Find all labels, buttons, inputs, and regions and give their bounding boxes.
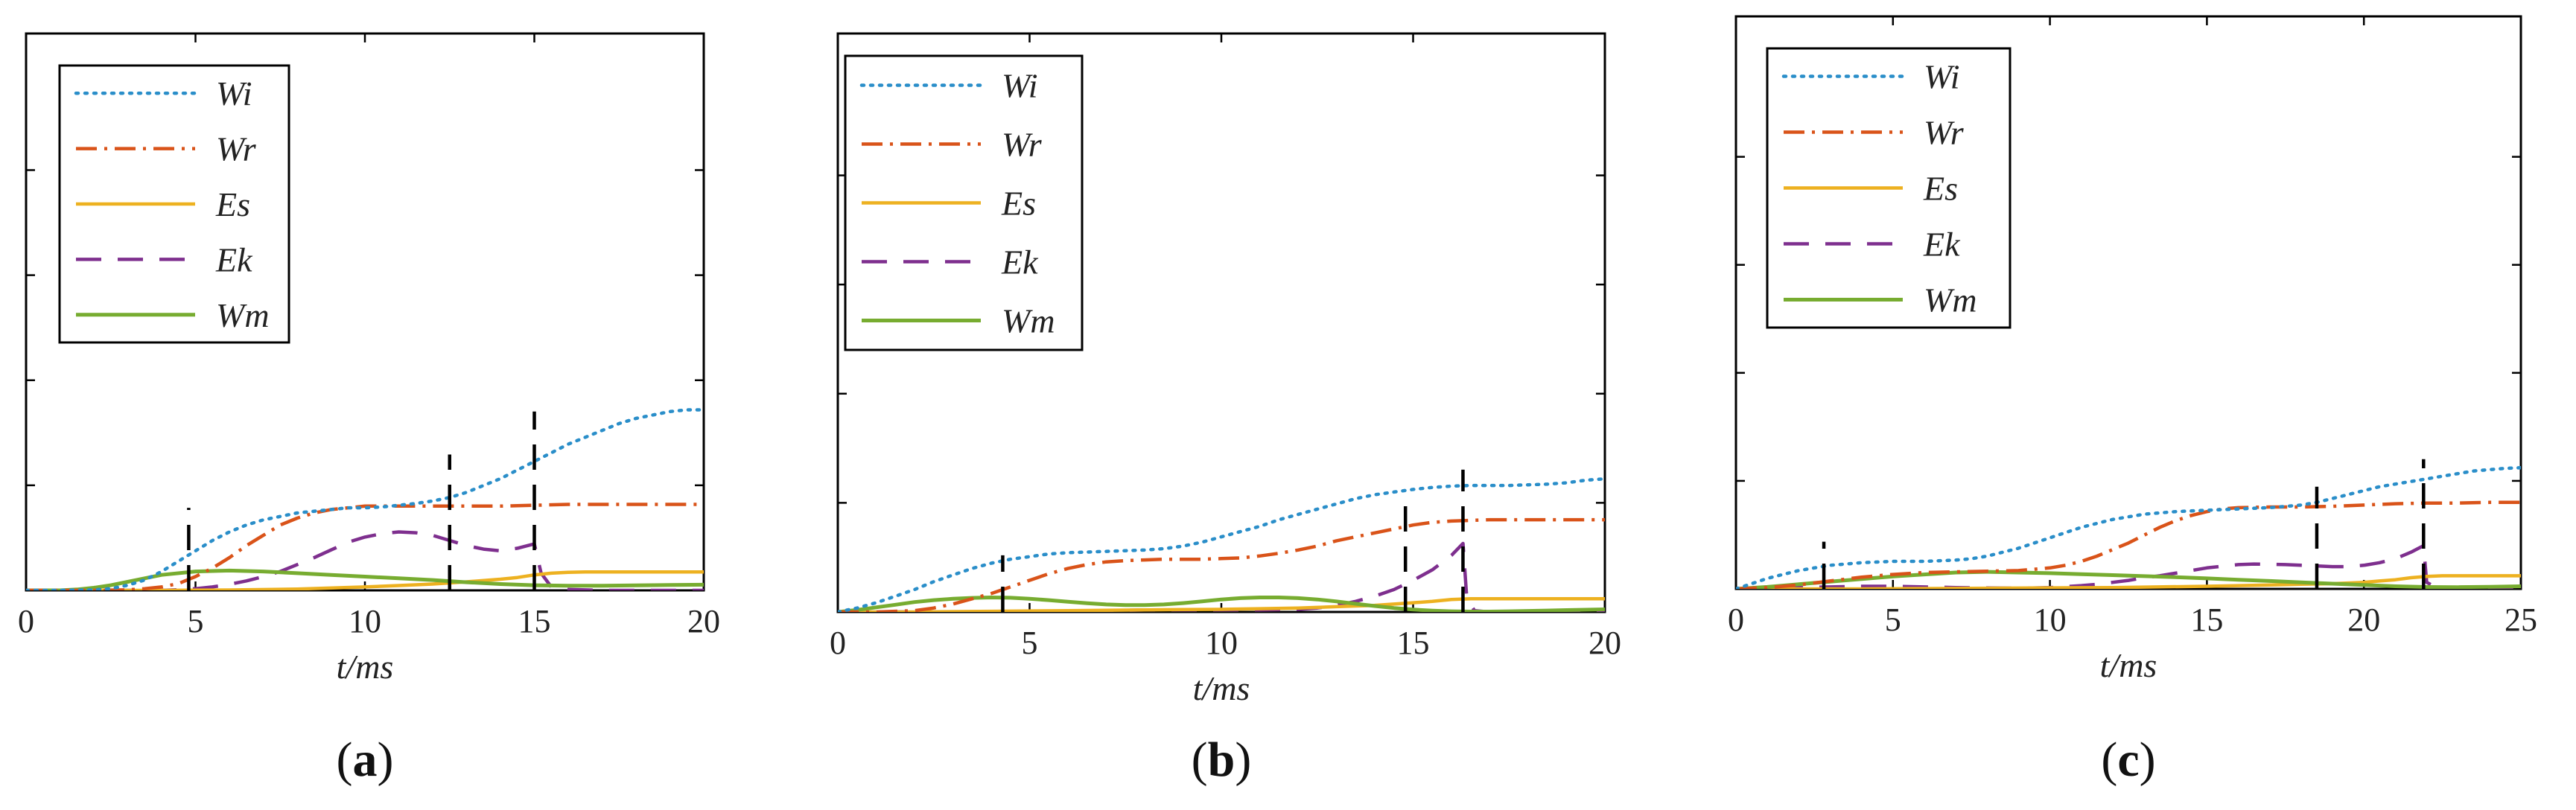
- series-line-es: [1736, 574, 2521, 589]
- x-tick-label: 10: [1205, 625, 1238, 661]
- series-line-es: [26, 570, 704, 590]
- x-tick-label: 20: [687, 603, 720, 640]
- legend-label-wm: Wm: [1924, 281, 1977, 319]
- legend: Wi Wr Es Ek Wm: [844, 54, 1084, 351]
- legend-label-wm: Wm: [216, 296, 270, 334]
- x-tick-label: 15: [518, 603, 551, 640]
- legend-label-ek: Ek: [1001, 243, 1039, 281]
- series-line-wm: [1736, 570, 2521, 589]
- legend: Wi Wr Es Ek Wm: [1766, 47, 2011, 329]
- x-tick-label: 10: [2034, 602, 2067, 638]
- panel-label: (c): [2101, 733, 2155, 787]
- legend-label-wi: Wi: [1002, 67, 1038, 105]
- plot-area: [838, 476, 1605, 612]
- x-tick-label: 0: [18, 603, 34, 640]
- legend-label-ek: Ek: [215, 240, 253, 278]
- chart-panel-b: 0 5 10 15 20 t/ms Wi Wr Es Ek Wm (b): [830, 32, 1621, 787]
- panel-label: (b): [1192, 733, 1252, 787]
- x-tick-label: 25: [2505, 602, 2537, 638]
- legend-label-es: Es: [1001, 185, 1036, 223]
- legend-label-wi: Wi: [1924, 58, 1960, 96]
- series-line-wi: [838, 476, 1605, 612]
- x-tick-label: 20: [2347, 602, 2380, 638]
- x-tick-label: 5: [1022, 625, 1038, 661]
- series-line-wr: [1736, 500, 2521, 589]
- chart-panel-c: 0 5 10 15 20 25 t/ms Wi Wr Es Ek Wm (c): [1728, 15, 2537, 787]
- series-line-ek: [26, 530, 704, 590]
- chart-panel-a: 0 5 10 15 20 t/ms Wi Wr Es Ek Wm (a): [18, 32, 720, 787]
- x-axis-label: t/ms: [1193, 669, 1250, 707]
- legend-label-ek: Ek: [1923, 226, 1961, 264]
- plot-area: [26, 408, 704, 590]
- legend-label-wm: Wm: [1002, 302, 1055, 340]
- legend-label-wi: Wi: [216, 74, 252, 112]
- x-axis-label: t/ms: [337, 648, 394, 686]
- x-tick-label: 5: [188, 603, 204, 640]
- legend-label-es: Es: [1923, 170, 1958, 208]
- series-line-es: [838, 597, 1605, 612]
- legend-label-wr: Wr: [216, 130, 257, 168]
- plot-area: [1736, 465, 2521, 589]
- x-tick-label: 0: [830, 625, 846, 661]
- series-line-ek: [1736, 543, 2521, 589]
- x-tick-label: 10: [349, 603, 381, 640]
- series-line-wi: [1736, 465, 2521, 589]
- legend-label-wr: Wr: [1924, 114, 1965, 152]
- legend: Wi Wr Es Ek Wm: [58, 64, 290, 344]
- series-line-wm: [838, 596, 1605, 612]
- x-tick-label: 0: [1728, 602, 1744, 638]
- series-line-wi: [26, 408, 704, 590]
- x-tick-label: 20: [1588, 625, 1621, 661]
- series-line-wr: [26, 503, 704, 590]
- series-line-wm: [26, 568, 704, 590]
- legend-label-wr: Wr: [1002, 126, 1043, 164]
- x-tick-label: 15: [2190, 602, 2223, 638]
- series-line-ek: [838, 541, 1605, 612]
- x-axis-label: t/ms: [2100, 646, 2157, 684]
- x-tick-label: 5: [1885, 602, 1901, 638]
- legend-label-es: Es: [215, 185, 250, 223]
- panel-label: (a): [337, 733, 394, 787]
- x-tick-label: 15: [1397, 625, 1430, 661]
